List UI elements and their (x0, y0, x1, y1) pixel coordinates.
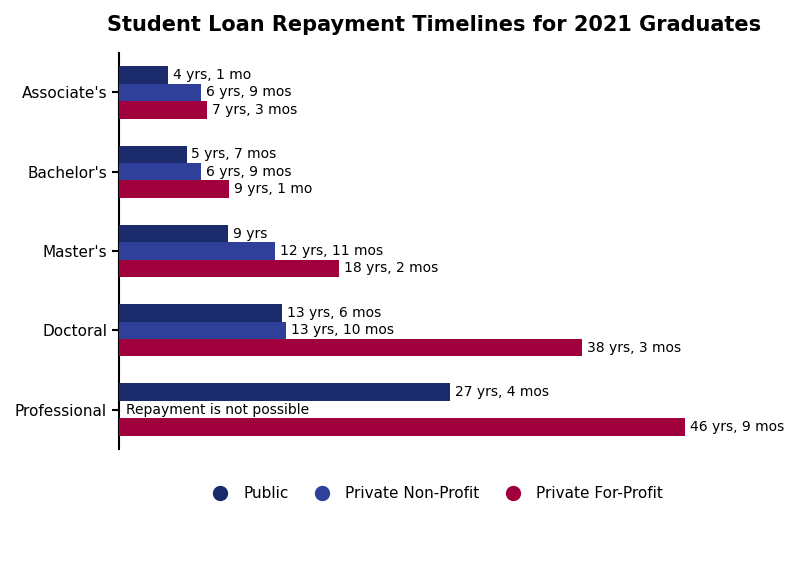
Bar (119, 180, 229, 198)
Text: Repayment is not possible: Repayment is not possible (126, 403, 310, 416)
Text: 5 yrs, 7 mos: 5 yrs, 7 mos (191, 147, 277, 161)
Text: 9 yrs: 9 yrs (233, 227, 267, 241)
Bar (119, 321, 286, 339)
Text: 18 yrs, 2 mos: 18 yrs, 2 mos (344, 262, 438, 276)
Text: 6 yrs, 9 mos: 6 yrs, 9 mos (206, 85, 291, 99)
Text: 7 yrs, 3 mos: 7 yrs, 3 mos (211, 103, 297, 117)
Text: 12 yrs, 11 mos: 12 yrs, 11 mos (280, 244, 383, 258)
Bar (119, 225, 228, 242)
Bar (119, 101, 206, 119)
Text: 27 yrs, 4 mos: 27 yrs, 4 mos (454, 385, 549, 399)
Text: 13 yrs, 6 mos: 13 yrs, 6 mos (287, 306, 382, 320)
Text: 46 yrs, 9 mos: 46 yrs, 9 mos (690, 420, 784, 434)
Bar (119, 418, 685, 436)
Bar (119, 242, 275, 260)
Text: 9 yrs, 1 mo: 9 yrs, 1 mo (234, 182, 312, 196)
Bar (119, 84, 201, 101)
Text: 13 yrs, 10 mos: 13 yrs, 10 mos (291, 323, 394, 337)
Text: 6 yrs, 9 mos: 6 yrs, 9 mos (206, 165, 291, 179)
Bar (119, 339, 582, 357)
Bar (119, 304, 282, 321)
Text: 4 yrs, 1 mo: 4 yrs, 1 mo (174, 68, 251, 82)
Title: Student Loan Repayment Timelines for 2021 Graduates: Student Loan Repayment Timelines for 202… (106, 15, 761, 35)
Bar (119, 384, 450, 401)
Bar (119, 163, 201, 180)
Text: 38 yrs, 3 mos: 38 yrs, 3 mos (587, 341, 681, 355)
Bar (119, 260, 339, 277)
Bar (119, 146, 186, 163)
Bar (119, 66, 168, 84)
Legend: Public, Private Non-Profit, Private For-Profit: Public, Private Non-Profit, Private For-… (198, 480, 669, 507)
